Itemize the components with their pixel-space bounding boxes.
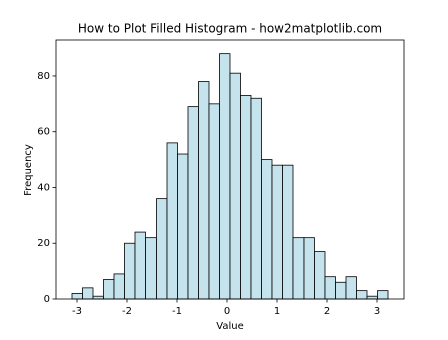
bar <box>335 281 347 300</box>
bar <box>324 276 336 300</box>
x-tick-label: 3 <box>374 306 380 317</box>
y-tick-label: 60 <box>37 127 50 138</box>
x-tick-label: 0 <box>224 306 230 317</box>
bar <box>124 242 136 300</box>
y-tick-label: 80 <box>37 71 50 82</box>
y-tick-label: 40 <box>37 182 50 193</box>
bar <box>187 106 199 300</box>
bar <box>240 95 252 300</box>
bar <box>282 164 294 300</box>
x-tick-label: 1 <box>274 306 280 317</box>
bar <box>377 290 389 300</box>
x-tick-label: 2 <box>324 306 330 317</box>
bar <box>219 53 231 300</box>
bar <box>134 231 146 300</box>
y-tick-label: 0 <box>44 294 50 305</box>
plot-frame <box>55 39 405 300</box>
bar <box>198 81 210 300</box>
x-axis-label: Value <box>216 321 243 332</box>
bar <box>303 237 315 300</box>
bar <box>145 237 157 300</box>
bar <box>292 237 305 300</box>
x-tick-label: -1 <box>172 306 182 317</box>
y-axis-label: Frequency <box>23 144 34 196</box>
y-tick-label: 20 <box>37 238 50 249</box>
bar <box>356 290 368 300</box>
bar <box>113 273 125 300</box>
bar <box>92 295 104 300</box>
bar <box>229 72 241 300</box>
bar <box>82 287 94 300</box>
bar <box>314 251 326 300</box>
bar <box>366 295 378 300</box>
bar <box>156 198 168 300</box>
x-tick-label: -2 <box>122 306 132 317</box>
bar <box>71 293 83 300</box>
bar <box>250 97 262 300</box>
chart-title: How to Plot Filled Histogram - how2matpl… <box>78 22 382 36</box>
bar <box>271 164 283 300</box>
bar <box>208 103 220 300</box>
bar <box>345 276 357 300</box>
bar <box>177 153 189 300</box>
bar <box>261 159 273 300</box>
x-tick-label: -3 <box>72 306 82 317</box>
bar <box>103 279 115 300</box>
bar <box>166 142 178 300</box>
